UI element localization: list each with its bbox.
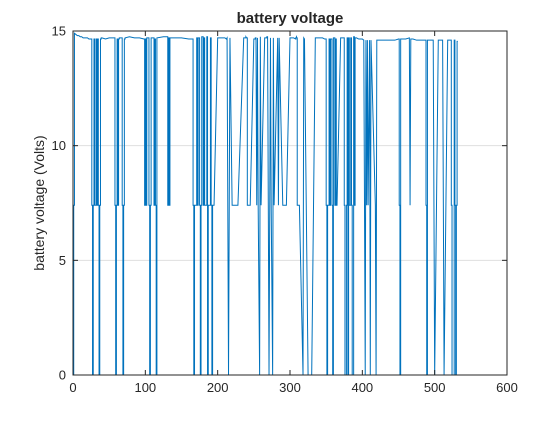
x-tick-label-200: 200 [207, 380, 229, 395]
x-tick-label-0: 0 [69, 380, 76, 395]
x-tick-label-100: 100 [134, 380, 156, 395]
x-tick-label-500: 500 [424, 380, 446, 395]
y-tick-label-0: 0 [59, 368, 66, 383]
x-tick-label-300: 300 [279, 380, 301, 395]
plot-area [73, 31, 507, 375]
x-tick-label-600: 600 [496, 380, 518, 395]
chart-title: battery voltage [237, 10, 344, 27]
tick-group: 0 100 200 300 400 500 600 0 5 10 15 [52, 24, 518, 396]
y-tick-label-15: 15 [52, 24, 66, 39]
y-tick-label-5: 5 [59, 253, 66, 268]
y-axis-label: battery voltage (Volts) [31, 135, 47, 270]
y-tick-label-10: 10 [52, 138, 66, 153]
x-tick-label-400: 400 [351, 380, 373, 395]
series-line-0 [73, 32, 458, 376]
series-group [73, 32, 458, 376]
